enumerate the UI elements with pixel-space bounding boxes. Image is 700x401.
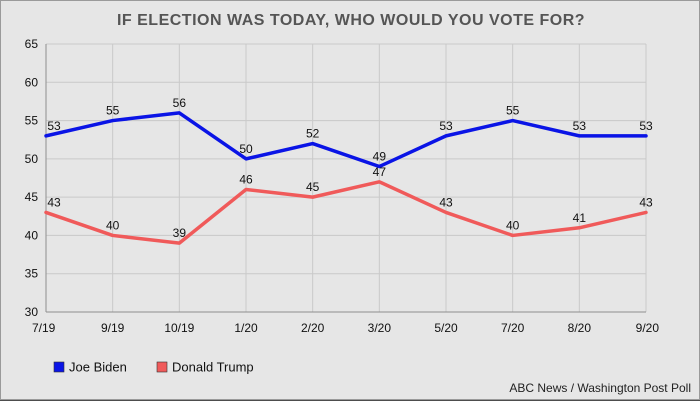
data-label: 41 bbox=[573, 211, 587, 225]
x-tick-label: 9/20 bbox=[636, 321, 660, 335]
series-layer bbox=[44, 111, 648, 245]
data-label: 47 bbox=[373, 165, 387, 179]
x-tick-label: 3/20 bbox=[368, 321, 392, 335]
data-label: 53 bbox=[639, 119, 653, 133]
x-tick-label: 1/20 bbox=[234, 321, 258, 335]
x-tick-label: 10/19 bbox=[164, 321, 194, 335]
y-tick-label: 45 bbox=[25, 190, 39, 204]
legend-swatch bbox=[156, 361, 168, 373]
y-tick-label: 50 bbox=[25, 152, 39, 166]
data-label: 56 bbox=[173, 96, 187, 110]
data-label: 55 bbox=[106, 104, 120, 118]
x-tick-label: 2/20 bbox=[301, 321, 325, 335]
data-label-layer: 53 55 56 50 52 49 53 55 53 53 43 40 39 46 45 47 43 40 41 43 bbox=[47, 96, 653, 240]
data-label: 39 bbox=[173, 226, 187, 240]
data-label: 46 bbox=[239, 172, 253, 186]
grid-layer bbox=[45, 43, 647, 313]
data-label: 53 bbox=[439, 119, 453, 133]
data-label: 49 bbox=[373, 150, 387, 164]
source-note: ABC News / Washington Post Poll bbox=[509, 381, 691, 395]
legend: Joe Biden Donald Trump bbox=[53, 360, 254, 375]
axis-layer: 30 35 40 45 50 55 60 65 7/19 9/19 10/19 1/20 2/20 3/2… bbox=[25, 37, 660, 335]
data-label: 43 bbox=[47, 195, 61, 209]
data-label: 43 bbox=[639, 195, 653, 209]
legend-swatch bbox=[53, 361, 65, 373]
x-tick-label: 5/20 bbox=[434, 321, 458, 335]
y-tick-label: 30 bbox=[25, 305, 39, 319]
data-label: 55 bbox=[506, 104, 520, 118]
y-tick-label: 60 bbox=[25, 75, 39, 89]
data-label: 52 bbox=[306, 127, 320, 141]
data-label: 40 bbox=[506, 218, 520, 232]
x-tick-label: 7/20 bbox=[501, 321, 525, 335]
series-line-donald-trump bbox=[44, 180, 648, 245]
y-tick-label: 55 bbox=[25, 114, 39, 128]
legend-label: Joe Biden bbox=[69, 360, 127, 375]
data-label: 40 bbox=[106, 218, 120, 232]
data-label: 45 bbox=[306, 180, 320, 194]
data-label: 53 bbox=[573, 119, 587, 133]
y-tick-label: 40 bbox=[25, 228, 39, 242]
data-label: 50 bbox=[239, 142, 253, 156]
y-tick-label: 35 bbox=[25, 267, 39, 281]
y-tick-label: 65 bbox=[25, 37, 39, 51]
legend-label: Donald Trump bbox=[172, 360, 254, 375]
chart-title: IF ELECTION WAS TODAY, WHO WOULD YOU VOT… bbox=[117, 12, 585, 29]
data-label: 53 bbox=[47, 119, 61, 133]
data-label: 43 bbox=[439, 195, 453, 209]
x-tick-label: 7/19 bbox=[32, 321, 56, 335]
x-tick-label: 8/20 bbox=[568, 321, 592, 335]
x-tick-label: 9/19 bbox=[101, 321, 125, 335]
series-line-joe-biden bbox=[44, 111, 648, 169]
